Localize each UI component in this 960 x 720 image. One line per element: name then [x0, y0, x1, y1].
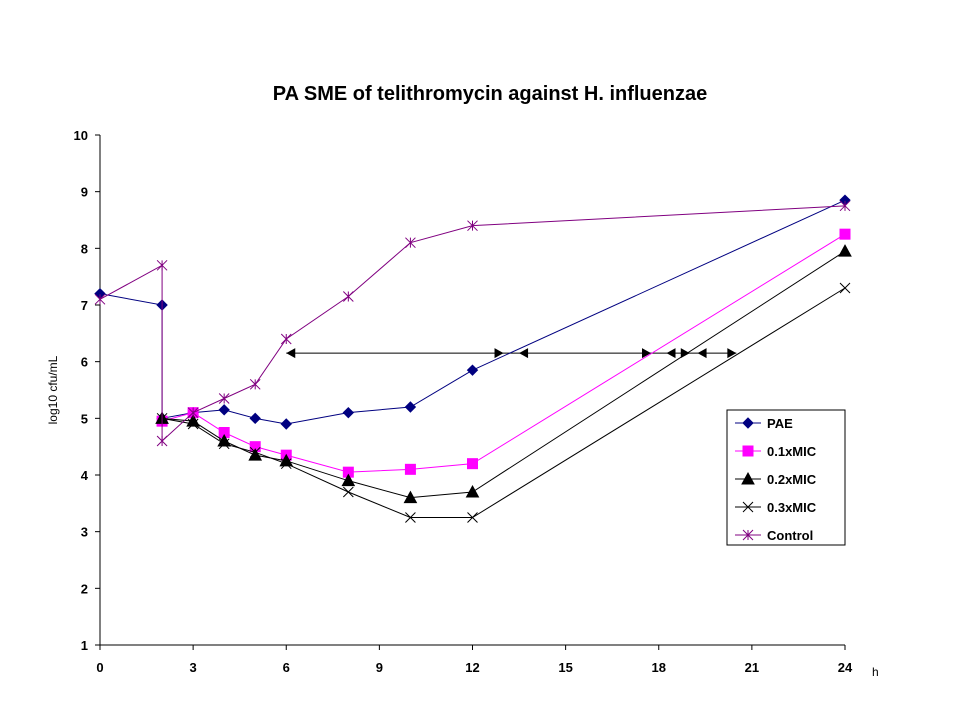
annotation-arrowhead: [286, 348, 296, 359]
data-point-control: [467, 220, 478, 232]
data-point-0-1xmic: [404, 463, 416, 475]
x-tick-label: 18: [652, 660, 666, 675]
data-point-0-3xmic: [249, 446, 261, 458]
data-point-pae: [404, 401, 417, 413]
annotation-arrowhead: [641, 348, 651, 359]
data-point-0-3xmic: [405, 512, 416, 523]
x-tick-label: 3: [190, 660, 197, 675]
series-0-2xmic: [155, 244, 852, 504]
y-tick-label: 4: [81, 468, 89, 483]
data-point-control: [156, 259, 168, 271]
data-point-control: [839, 200, 851, 212]
legend-label-0-1xmic: 0.1xMIC: [767, 444, 817, 459]
data-point-pae: [218, 404, 230, 416]
y-tick-label: 2: [81, 581, 88, 596]
legend-marker-pae: [742, 417, 754, 429]
data-point-control: [94, 293, 106, 305]
x-tick-label: 9: [376, 660, 383, 675]
data-point-pae: [466, 364, 479, 376]
y-tick-label: 9: [81, 185, 88, 200]
annotation-arrowhead: [666, 348, 676, 359]
y-axis-label: log10 cfu/mL: [46, 355, 60, 424]
data-point-0-3xmic: [187, 418, 199, 430]
data-point-0-3xmic: [280, 458, 292, 470]
x-tick-label: 0: [96, 660, 103, 675]
chart-title: PA SME of telithromycin against H. influ…: [273, 83, 708, 105]
y-tick-label: 7: [81, 298, 88, 313]
series-0-3xmic: [156, 282, 851, 523]
annotation-arrow-line: [286, 348, 737, 359]
y-tick-label: 5: [81, 411, 88, 426]
legend-label-0-3xmic: 0.3xMIC: [767, 500, 817, 515]
data-point-0-2xmic: [838, 244, 852, 257]
data-point-control: [187, 407, 199, 419]
legend: PAE 0.1xMIC 0.2xMIC 0.3xMIC Control: [726, 409, 846, 546]
x-tick-label: 15: [558, 660, 572, 675]
annotation-arrowhead: [727, 348, 737, 359]
legend-label-pae: PAE: [767, 416, 793, 431]
annotation-arrowhead: [519, 348, 529, 359]
legend-marker-0-2xmic: [741, 471, 755, 485]
data-point-pae: [249, 412, 261, 425]
data-point-control: [156, 435, 168, 447]
y-tick-label: 10: [74, 128, 88, 143]
data-point-0-2xmic: [341, 473, 356, 487]
data-point-0-1xmic: [839, 228, 851, 240]
data-point-0-1xmic: [467, 458, 478, 470]
legend-label-control: Control: [767, 528, 813, 543]
series-group: [94, 194, 852, 523]
x-tick-label: 12: [465, 660, 479, 675]
data-point-0-2xmic: [403, 490, 418, 504]
data-point-pae: [342, 406, 355, 419]
data-point-0-3xmic: [342, 486, 354, 498]
data-point-control: [280, 333, 292, 345]
annotation-arrowhead: [697, 348, 707, 359]
annotation-arrowhead: [494, 348, 504, 359]
y-tick-label: 8: [81, 241, 88, 256]
legend-label-0-2xmic: 0.2xMIC: [767, 472, 817, 487]
data-point-control: [405, 237, 416, 249]
x-tick-label: 6: [283, 660, 290, 675]
data-point-control: [342, 291, 354, 302]
data-point-control: [218, 393, 230, 404]
legend-marker-0-3xmic: [742, 501, 754, 513]
series-control: [94, 200, 851, 447]
data-point-0-2xmic: [465, 484, 480, 498]
data-point-pae: [280, 418, 292, 430]
x-tick-label: 21: [745, 660, 759, 675]
y-tick-label: 3: [81, 525, 88, 540]
x-tick-label: 24: [838, 660, 853, 675]
legend-marker-0-1xmic: [742, 445, 754, 457]
y-tick-label: 6: [81, 355, 88, 370]
legend-marker-control: [742, 529, 754, 541]
y-tick-label: 1: [81, 638, 88, 653]
data-point-0-3xmic: [839, 282, 851, 294]
data-point-0-3xmic: [467, 512, 478, 523]
data-point-0-3xmic: [218, 438, 230, 450]
series-line-pae: [99, 199, 846, 425]
x-axis-label: h: [872, 665, 879, 679]
data-point-control: [249, 378, 261, 390]
